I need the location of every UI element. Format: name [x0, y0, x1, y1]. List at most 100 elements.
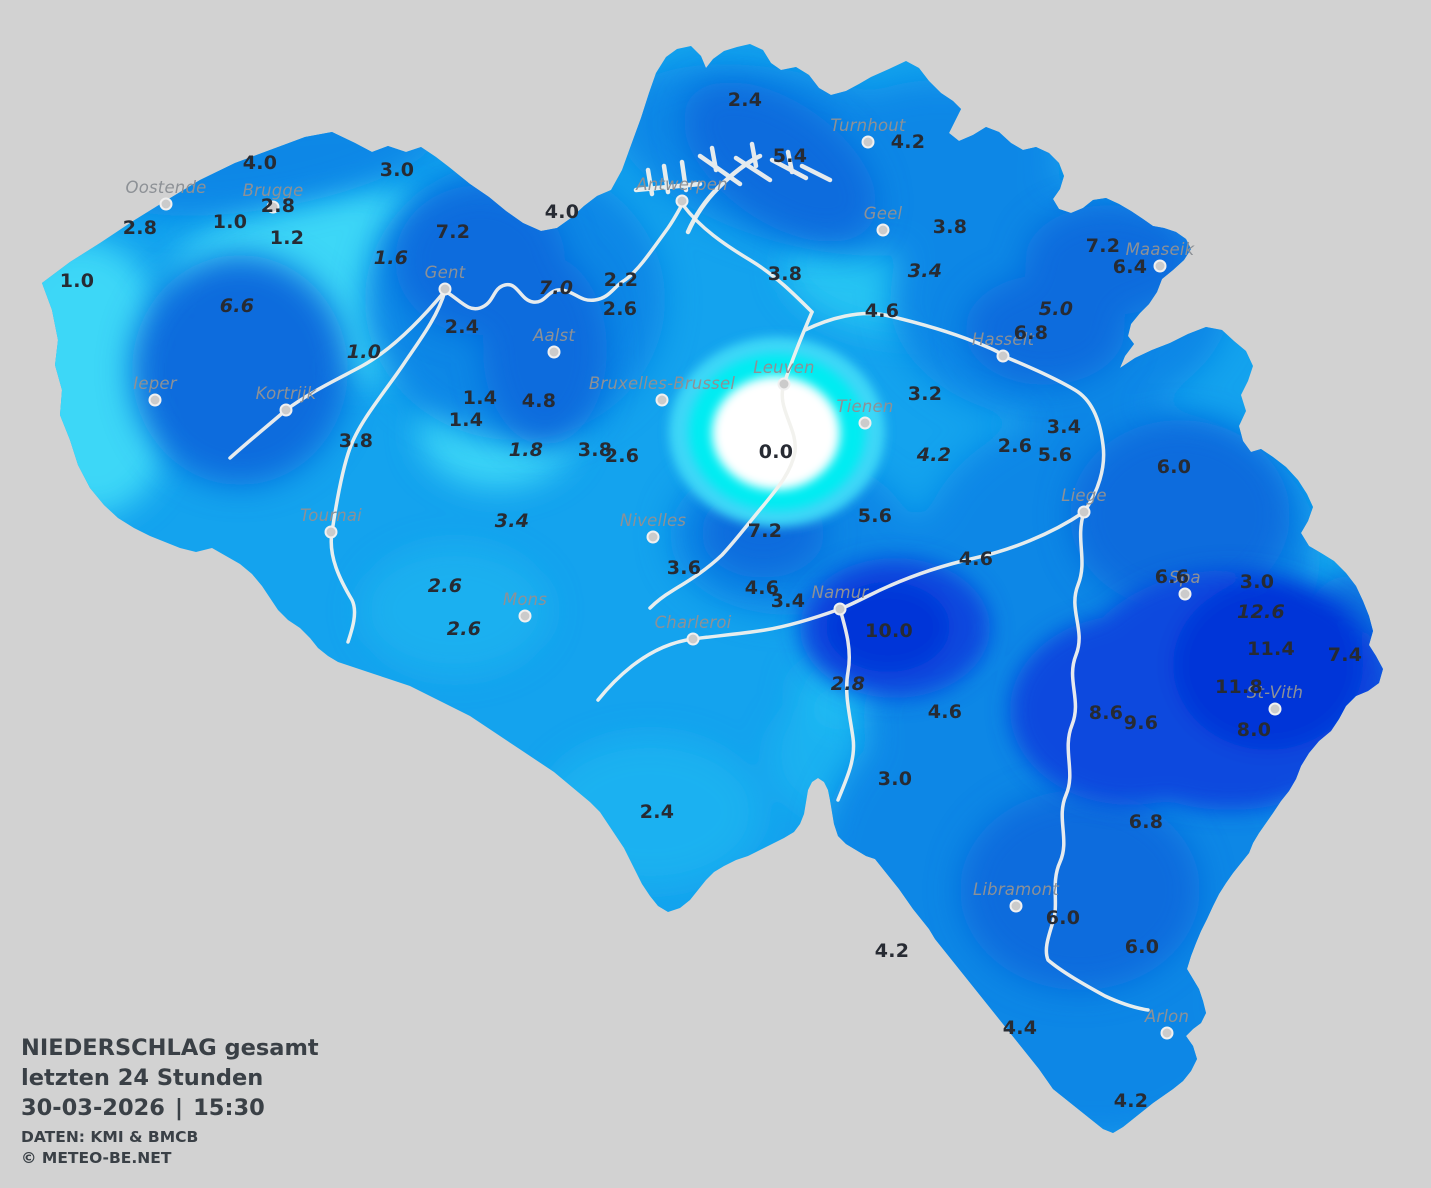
- title-block: NIEDERSCHLAG gesamt letzten 24 Stunden 3…: [21, 1033, 319, 1169]
- city-label: Oostende: [125, 178, 207, 197]
- station-value: 2.6: [604, 445, 640, 467]
- station-value: 6.0: [1045, 907, 1081, 929]
- station-value: 4.2: [890, 131, 926, 153]
- city-dot: [159, 197, 173, 211]
- city-label: Antwerpen: [636, 175, 728, 194]
- station-value: 1.4: [462, 387, 498, 409]
- station-value: 11.4: [1246, 638, 1296, 660]
- city-dot: [1077, 505, 1091, 519]
- data-source: DATEN: KMI & BMCB: [21, 1128, 199, 1146]
- river-ourthe: [1044, 510, 1150, 1012]
- city-label: Tienen: [836, 397, 894, 416]
- city-label: Brugge: [242, 181, 304, 200]
- station-value: 9.6: [1123, 712, 1159, 734]
- station-value: 1.0: [212, 211, 248, 233]
- station-value: 2.6: [427, 575, 463, 597]
- city-dot: [324, 525, 338, 539]
- station-value: 3.4: [907, 260, 943, 282]
- city-label: Tournai: [300, 506, 362, 525]
- station-value: 4.6: [927, 701, 963, 723]
- station-value: 5.4: [772, 145, 808, 167]
- station-value: 6.6: [1154, 566, 1190, 588]
- station-value: 3.0: [1239, 571, 1275, 593]
- city-dot: [518, 609, 532, 623]
- zero-precip-hole: [669, 337, 885, 527]
- city-dot: [279, 403, 293, 417]
- station-value: 2.8: [830, 673, 866, 695]
- city-label: Gent: [424, 263, 466, 282]
- station-value: 3.8: [577, 439, 613, 461]
- station-value: 7.0: [538, 277, 574, 299]
- station-value: 1.6: [373, 247, 409, 269]
- station-value: 7.2: [1085, 235, 1121, 257]
- city-dot: [1268, 702, 1282, 716]
- antwerp-docks: [633, 141, 833, 235]
- city-label: St-Vith: [1246, 683, 1304, 702]
- station-value: 10.0: [864, 620, 914, 642]
- station-value: 6.4: [1112, 256, 1148, 278]
- station-value: 3.0: [379, 159, 415, 181]
- station-value: 7.4: [1327, 644, 1363, 666]
- city-dot: [655, 393, 669, 407]
- river-meuse-south: [836, 607, 856, 802]
- station-value: 3.0: [877, 768, 913, 790]
- station-value: 3.2: [907, 383, 943, 405]
- station-value: 7.2: [435, 221, 471, 243]
- station-value: 0.0: [758, 441, 794, 463]
- station-value: 2.8: [260, 195, 296, 217]
- city-dot: [547, 345, 561, 359]
- city-dot: [858, 416, 872, 430]
- river-leie: [228, 289, 447, 460]
- city-label: Aalst: [532, 326, 576, 345]
- station-value: 2.6: [602, 298, 638, 320]
- station-value: 4.0: [242, 152, 278, 174]
- city-label: Charleroi: [654, 613, 732, 632]
- city-dot: [148, 393, 162, 407]
- city-label: Turnhout: [830, 116, 906, 135]
- station-value: 5.0: [1038, 298, 1074, 320]
- station-value: 4.4: [1002, 1017, 1038, 1039]
- station-value: 3.8: [338, 430, 374, 452]
- river-rupel: [681, 203, 814, 314]
- station-value: 4.6: [864, 300, 900, 322]
- station-value: 2.2: [603, 269, 639, 291]
- station-value: 1.0: [59, 270, 95, 292]
- city-dot: [686, 632, 700, 646]
- station-value: 4.2: [916, 444, 952, 466]
- city-dot: [861, 135, 875, 149]
- station-value: 1.0: [346, 341, 382, 363]
- station-value: 3.6: [666, 557, 702, 579]
- station-value: 6.0: [1156, 456, 1192, 478]
- river-schelde-east: [443, 201, 685, 311]
- station-value: 3.8: [932, 216, 968, 238]
- station-value: 1.4: [448, 409, 484, 431]
- station-value: 2.4: [727, 89, 763, 111]
- city-label: Arlon: [1144, 1007, 1190, 1026]
- city-label: Geel: [863, 204, 903, 223]
- city-label: Kortrijk: [255, 384, 317, 403]
- city-label: Nivelles: [619, 511, 687, 530]
- station-value: 3.4: [1046, 416, 1082, 438]
- city-label: Hasselt: [971, 330, 1035, 349]
- map-date: 30-03-2026: [21, 1095, 165, 1121]
- city-label: Bruxelles-Brussel: [588, 374, 736, 393]
- station-value: 8.6: [1088, 702, 1124, 724]
- city-label: Namur: [811, 583, 869, 602]
- map-title: NIEDERSCHLAG gesamt: [21, 1035, 319, 1061]
- station-value: 4.6: [958, 548, 994, 570]
- city-dot: [1160, 1026, 1174, 1040]
- city-dot: [777, 377, 791, 391]
- station-value: 3.8: [767, 263, 803, 285]
- station-value: 2.8: [122, 217, 158, 239]
- station-value: 2.4: [639, 801, 675, 823]
- city-dot: [646, 530, 660, 544]
- copyright: © METEO-BE.NET: [21, 1149, 172, 1167]
- station-value: 3.4: [494, 510, 530, 532]
- station-value: 4.2: [874, 940, 910, 962]
- station-value: 1.2: [269, 227, 305, 249]
- station-value: 1.8: [508, 439, 544, 461]
- map-subtitle: letzten 24 Stunden: [21, 1065, 264, 1091]
- station-value: 6.6: [219, 295, 255, 317]
- city-dot: [675, 194, 689, 208]
